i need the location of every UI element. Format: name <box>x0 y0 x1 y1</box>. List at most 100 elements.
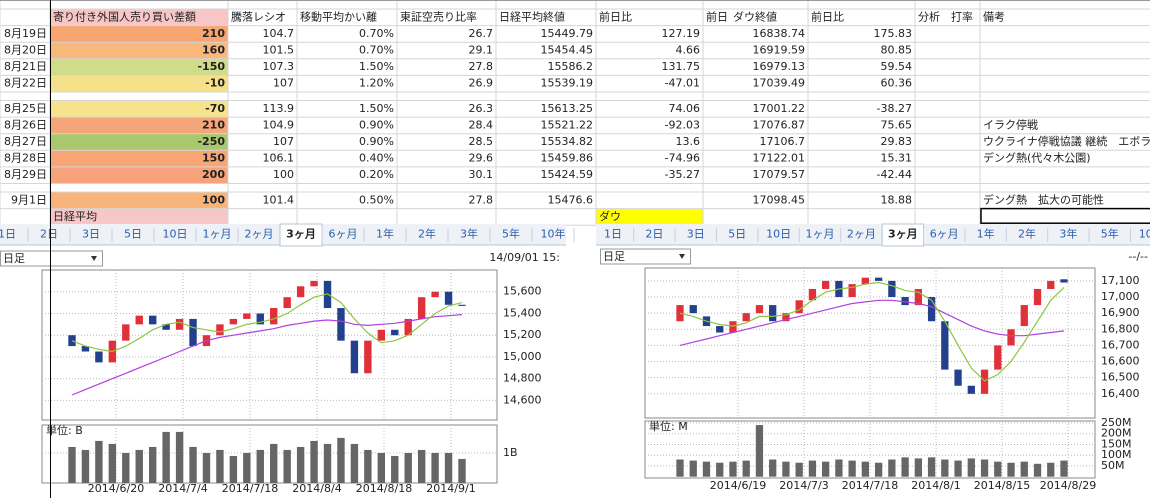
cell-dow: 17001.22 <box>753 102 806 115</box>
cell-dow-change: 18.88 <box>881 193 913 206</box>
candle <box>716 326 724 333</box>
y-tick-label: 50M <box>1101 459 1125 472</box>
period-tab[interactable]: 2ヶ月 <box>245 228 274 241</box>
cell-deviation: 0.70% <box>359 44 394 57</box>
candle <box>914 288 922 306</box>
ma-long-line <box>71 314 463 396</box>
volume-bar <box>81 449 90 483</box>
period-tab[interactable]: 10日 <box>766 228 791 241</box>
volume-bar <box>914 458 922 477</box>
volume-bar <box>1007 462 1015 477</box>
period-tab[interactable]: 3日 <box>82 228 100 241</box>
cell-short: 29.6 <box>469 152 494 165</box>
sheet-label: ダウ <box>599 209 621 223</box>
cell-nikkei: 15424.59 <box>541 168 594 181</box>
cell-dow: 17076.87 <box>753 118 806 131</box>
cell-ratio: 106.1 <box>263 152 295 165</box>
timestamp: 14/09/01 15: <box>489 251 560 264</box>
cell-dow-change: 29.83 <box>881 135 913 148</box>
period-tab[interactable]: 3日 <box>687 228 705 241</box>
period-tab[interactable]: 3年 <box>1059 227 1077 241</box>
y-tick-label: 17,000 <box>1101 290 1140 303</box>
period-dropdown[interactable] <box>0 250 103 267</box>
dropdown-arrow <box>91 256 97 261</box>
candle <box>162 324 170 330</box>
volume-bar <box>716 462 724 477</box>
y-tick-label: 16,900 <box>1101 306 1140 319</box>
candle <box>1020 305 1028 327</box>
volume-bar <box>927 457 936 477</box>
cell-short: 30.1 <box>469 168 494 181</box>
period-dropdown-label[interactable]: 日足 <box>603 250 625 263</box>
volume-bar <box>742 460 750 477</box>
cell-ratio: 107 <box>273 77 294 90</box>
cell-date: 8月27日 <box>4 135 47 148</box>
column-header: 東証空売り比率 <box>400 10 477 23</box>
period-dropdown-label[interactable]: 日足 <box>3 252 25 265</box>
period-tab[interactable]: 1日 <box>604 228 622 241</box>
candle <box>189 318 197 347</box>
cell-dow: 17039.49 <box>753 77 806 90</box>
diff-cell-bg <box>50 58 228 76</box>
volume-bar <box>283 449 291 483</box>
x-tick-label: 2014/8/29 <box>1040 479 1096 492</box>
period-tab[interactable]: 10日 <box>163 228 188 241</box>
candle <box>444 291 453 305</box>
x-tick-label: 2014/7/18 <box>842 479 898 492</box>
period-tab[interactable]: 6ヶ月 <box>930 228 959 241</box>
candle <box>68 335 76 347</box>
volume-bar <box>337 437 345 483</box>
period-tab[interactable]: 3ヶ月 <box>888 228 918 241</box>
candle <box>296 286 305 298</box>
volume-bar <box>404 452 412 483</box>
period-tab[interactable]: 2年 <box>418 227 436 241</box>
period-tab[interactable]: 5日 <box>728 228 746 241</box>
period-tab[interactable]: 6ヶ月 <box>329 228 358 241</box>
period-tab[interactable]: 1日 <box>0 228 16 241</box>
cell-ratio: 107 <box>273 135 294 148</box>
diff-cell-bg <box>50 100 228 118</box>
volume-bar <box>148 446 157 483</box>
period-dropdown[interactable] <box>600 248 691 265</box>
cell-short: 27.8 <box>469 60 494 73</box>
period-tab[interactable]: 1ヶ月 <box>203 228 232 241</box>
period-tab[interactable]: 3ヶ月 <box>286 228 316 241</box>
candle <box>417 297 426 319</box>
cell-nikkei-change: -47.01 <box>665 77 700 90</box>
diff-cell-bg <box>50 192 228 209</box>
period-tab[interactable]: 1ヶ月 <box>806 228 835 241</box>
cell-diff: -10 <box>205 77 225 90</box>
cell-short: 28.5 <box>469 135 494 148</box>
cell-note: デング熱 拡大の可能性 <box>983 192 1104 206</box>
y-tick-label: 150M <box>1101 437 1132 450</box>
cell-deviation: 0.70% <box>359 27 394 40</box>
period-tab[interactable]: 5年 <box>502 227 520 241</box>
candle <box>1033 288 1042 306</box>
candle <box>676 305 684 322</box>
candle <box>431 291 439 298</box>
candle <box>689 305 697 314</box>
period-tab[interactable]: 2日 <box>40 228 58 241</box>
cell-nikkei: 15454.45 <box>541 44 594 57</box>
period-tab[interactable]: 5日 <box>124 228 142 241</box>
period-tab[interactable]: 10年 <box>1139 227 1150 241</box>
cell-diff: 150 <box>202 152 225 165</box>
period-tab[interactable]: 2年 <box>1018 227 1036 241</box>
period-tab[interactable]: 3年 <box>460 227 478 241</box>
volume-bar <box>310 440 318 483</box>
candle <box>337 308 345 341</box>
period-tab[interactable]: 5年 <box>1101 227 1119 241</box>
period-tab[interactable]: 1年 <box>977 227 995 241</box>
period-tab[interactable]: 2日 <box>645 228 663 241</box>
cell-date: 8月20日 <box>4 44 47 57</box>
cell-dow-change: 80.85 <box>881 44 913 57</box>
period-tab[interactable]: 2ヶ月 <box>847 228 876 241</box>
column-header: 騰落レシオ <box>231 9 286 23</box>
volume-bar <box>795 462 803 477</box>
candle <box>967 385 975 394</box>
period-tab[interactable]: 1年 <box>376 227 394 241</box>
volume-bar <box>861 461 870 477</box>
period-tab[interactable]: 10年 <box>541 227 566 241</box>
y-tick-label: 16,400 <box>1101 387 1140 400</box>
